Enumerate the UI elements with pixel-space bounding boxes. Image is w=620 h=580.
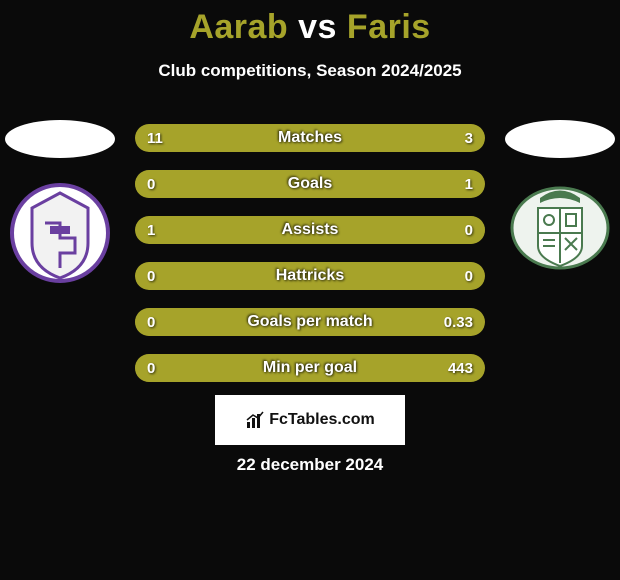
title-vs: vs	[298, 8, 337, 46]
stat-bar-right	[310, 262, 485, 290]
stat-bar-left	[135, 216, 485, 244]
title-left-name: Aarab	[189, 8, 288, 46]
stat-row: 113Matches	[135, 124, 485, 152]
right-player-silhouette	[505, 120, 615, 158]
stat-bar-right	[135, 308, 485, 336]
stat-row: 10Assists	[135, 216, 485, 244]
attribution-badge: FcTables.com	[215, 395, 405, 445]
stats-list: 113Matches 01Goals 10Assists 00Hattricks 00.…	[135, 124, 485, 382]
left-club-badge	[10, 178, 110, 293]
stat-row: 01Goals	[135, 170, 485, 198]
right-player-column	[500, 120, 620, 293]
stat-bar-right	[135, 354, 485, 382]
left-player-column	[0, 120, 120, 293]
attribution-text: FcTables.com	[269, 411, 375, 429]
left-player-silhouette	[5, 120, 115, 158]
shield-icon	[10, 178, 110, 288]
date-label: 22 december 2024	[0, 455, 620, 475]
stat-bar-right	[410, 124, 485, 152]
stat-row: 00.33Goals per match	[135, 308, 485, 336]
stat-row: 0443Min per goal	[135, 354, 485, 382]
stat-bar-right	[135, 170, 485, 198]
stat-row: 00Hattricks	[135, 262, 485, 290]
title-right-name: Faris	[347, 8, 431, 46]
stat-bar-left	[135, 124, 410, 152]
comparison-card: Aarab vs Faris Club competitions, Season…	[0, 0, 620, 580]
stat-bar-left	[135, 262, 310, 290]
page-title: Aarab vs Faris	[0, 0, 620, 47]
right-club-badge	[510, 178, 610, 293]
crest-icon	[510, 178, 610, 288]
chart-icon	[245, 410, 265, 430]
subtitle: Club competitions, Season 2024/2025	[0, 61, 620, 81]
